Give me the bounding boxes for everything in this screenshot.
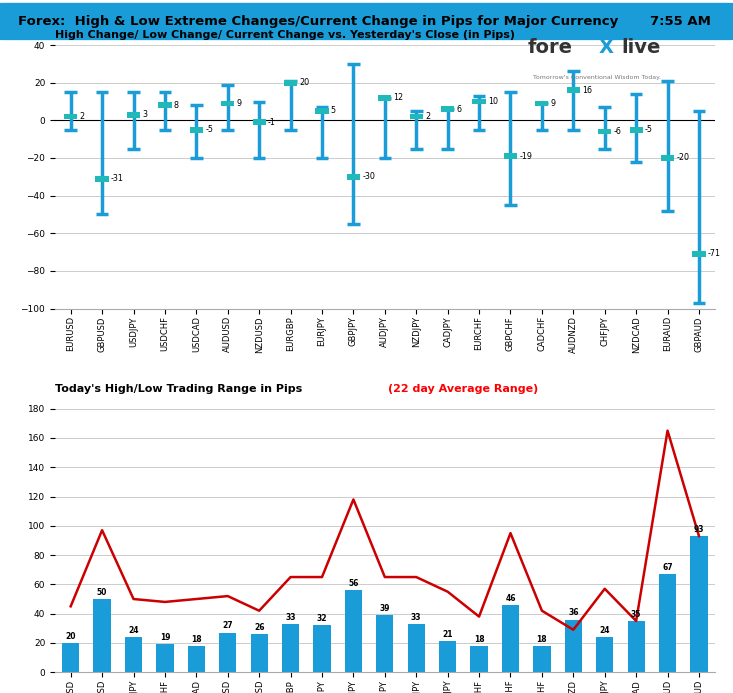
Text: 18: 18 bbox=[537, 635, 548, 644]
Text: -1: -1 bbox=[268, 118, 276, 127]
Text: 24: 24 bbox=[600, 626, 610, 635]
Text: Tomorrow's Conventional Wisdom Today.: Tomorrow's Conventional Wisdom Today. bbox=[534, 75, 661, 80]
Text: -5: -5 bbox=[645, 125, 653, 134]
Text: 12: 12 bbox=[394, 94, 404, 103]
Bar bbox=[378, 95, 391, 100]
Bar bbox=[219, 633, 236, 672]
Bar bbox=[347, 174, 360, 179]
Text: 26: 26 bbox=[254, 623, 265, 632]
Bar bbox=[95, 176, 108, 182]
Text: 5: 5 bbox=[331, 107, 336, 116]
Bar bbox=[282, 624, 299, 672]
Text: 35: 35 bbox=[631, 610, 641, 619]
Bar bbox=[564, 620, 582, 672]
Bar bbox=[190, 127, 203, 132]
Text: X: X bbox=[598, 38, 614, 58]
Text: -20: -20 bbox=[677, 153, 689, 162]
Text: 2: 2 bbox=[425, 112, 430, 121]
Bar bbox=[315, 108, 328, 114]
Bar bbox=[502, 605, 519, 672]
Text: Forex:  High & Low Extreme Changes/Current Change in Pips for Major Currency: Forex: High & Low Extreme Changes/Curren… bbox=[18, 15, 619, 28]
Bar bbox=[125, 637, 142, 672]
Text: 10: 10 bbox=[488, 97, 498, 106]
Text: 18: 18 bbox=[191, 635, 202, 644]
Text: 50: 50 bbox=[97, 588, 107, 597]
Bar bbox=[661, 155, 674, 161]
Text: -30: -30 bbox=[362, 173, 375, 182]
Bar bbox=[567, 87, 580, 93]
Bar bbox=[221, 100, 235, 106]
Bar bbox=[471, 646, 487, 672]
Text: 9: 9 bbox=[550, 99, 556, 108]
Bar bbox=[596, 637, 614, 672]
Bar bbox=[64, 114, 77, 119]
Bar bbox=[62, 643, 79, 672]
Text: (22 day Average Range): (22 day Average Range) bbox=[388, 384, 538, 394]
Text: 2: 2 bbox=[79, 112, 84, 121]
Bar bbox=[473, 98, 486, 105]
Text: 7:55 AM: 7:55 AM bbox=[650, 15, 711, 28]
Bar bbox=[630, 127, 643, 132]
Text: 46: 46 bbox=[505, 594, 516, 603]
Text: 39: 39 bbox=[380, 604, 390, 613]
Text: 36: 36 bbox=[568, 608, 578, 617]
Text: -5: -5 bbox=[205, 125, 213, 134]
Bar bbox=[627, 621, 645, 672]
Bar bbox=[690, 536, 707, 672]
Bar bbox=[251, 634, 268, 672]
Bar bbox=[410, 114, 423, 119]
Text: 32: 32 bbox=[317, 614, 327, 623]
Bar bbox=[659, 574, 676, 672]
Text: -71: -71 bbox=[708, 249, 721, 258]
Text: -19: -19 bbox=[519, 152, 532, 161]
Text: 16: 16 bbox=[582, 86, 592, 95]
Bar bbox=[376, 615, 394, 672]
Bar bbox=[156, 644, 174, 672]
Bar bbox=[253, 119, 266, 125]
Bar bbox=[598, 129, 611, 134]
Text: live: live bbox=[621, 38, 660, 58]
Text: 93: 93 bbox=[693, 525, 704, 534]
Bar bbox=[441, 106, 454, 112]
Bar bbox=[439, 642, 456, 672]
Text: 56: 56 bbox=[348, 579, 358, 588]
Text: -6: -6 bbox=[614, 127, 622, 136]
Text: High Change/ Low Change/ Current Change vs. Yesterday's Close (in Pips): High Change/ Low Change/ Current Change … bbox=[55, 30, 515, 40]
Text: 9: 9 bbox=[237, 99, 242, 108]
Text: 3: 3 bbox=[142, 110, 147, 119]
Bar bbox=[188, 646, 205, 672]
Bar bbox=[284, 80, 297, 85]
Text: Today's High/Low Trading Range in Pips: Today's High/Low Trading Range in Pips bbox=[55, 384, 306, 394]
Bar bbox=[408, 624, 425, 672]
Text: 20: 20 bbox=[65, 632, 76, 641]
Text: fore: fore bbox=[528, 38, 572, 58]
Text: -31: -31 bbox=[111, 174, 124, 183]
Bar bbox=[345, 590, 362, 672]
Bar bbox=[158, 103, 172, 108]
Text: 6: 6 bbox=[457, 105, 462, 114]
Text: 18: 18 bbox=[474, 635, 485, 644]
FancyBboxPatch shape bbox=[0, 3, 733, 40]
Bar bbox=[693, 251, 706, 257]
Bar bbox=[533, 646, 550, 672]
Text: 33: 33 bbox=[411, 613, 421, 622]
Text: 20: 20 bbox=[299, 78, 309, 87]
Text: 27: 27 bbox=[222, 622, 233, 631]
Bar bbox=[93, 599, 111, 672]
Text: 67: 67 bbox=[662, 563, 673, 572]
Bar bbox=[535, 100, 548, 106]
Text: 33: 33 bbox=[285, 613, 296, 622]
Text: 19: 19 bbox=[160, 633, 170, 642]
Bar bbox=[313, 625, 331, 672]
Text: 24: 24 bbox=[128, 626, 139, 635]
Bar bbox=[127, 112, 140, 118]
Text: 21: 21 bbox=[443, 630, 453, 639]
Bar bbox=[504, 153, 517, 159]
Text: 8: 8 bbox=[174, 100, 179, 109]
